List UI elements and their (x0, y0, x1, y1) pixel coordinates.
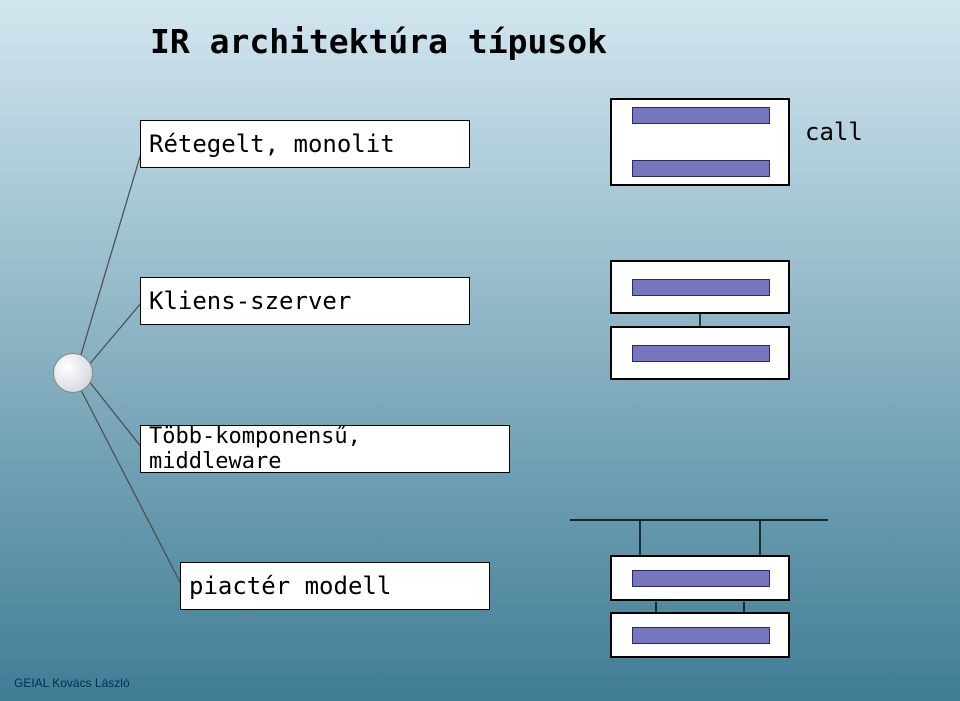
layer-bar-1 (632, 160, 770, 177)
call-label: call (805, 118, 863, 146)
slide-stage: IR architektúra típusok call GEIAL Kovác… (0, 0, 960, 701)
box-client: Kliens-szerver (140, 277, 470, 325)
slide-title: IR architektúra típusok (150, 22, 607, 61)
layer-bar-4 (632, 570, 770, 587)
box-market: piactér modell (180, 562, 490, 610)
footer-credit: GEIAL Kovács László (14, 676, 130, 690)
box-layered-label: Rétegelt, monolit (149, 130, 395, 158)
box-market-label: piactér modell (189, 572, 391, 600)
box-middleware-label: Több-komponensű, middleware (149, 424, 501, 474)
box-layered: Rétegelt, monolit (140, 120, 470, 168)
layer-bar-0 (632, 107, 770, 124)
layer-bar-5 (632, 627, 770, 644)
box-client-label: Kliens-szerver (149, 287, 351, 315)
box-middleware: Több-komponensű, middleware (140, 425, 510, 473)
hub-node (53, 353, 93, 393)
layer-bar-3 (632, 345, 770, 362)
layer-bar-2 (632, 279, 770, 296)
